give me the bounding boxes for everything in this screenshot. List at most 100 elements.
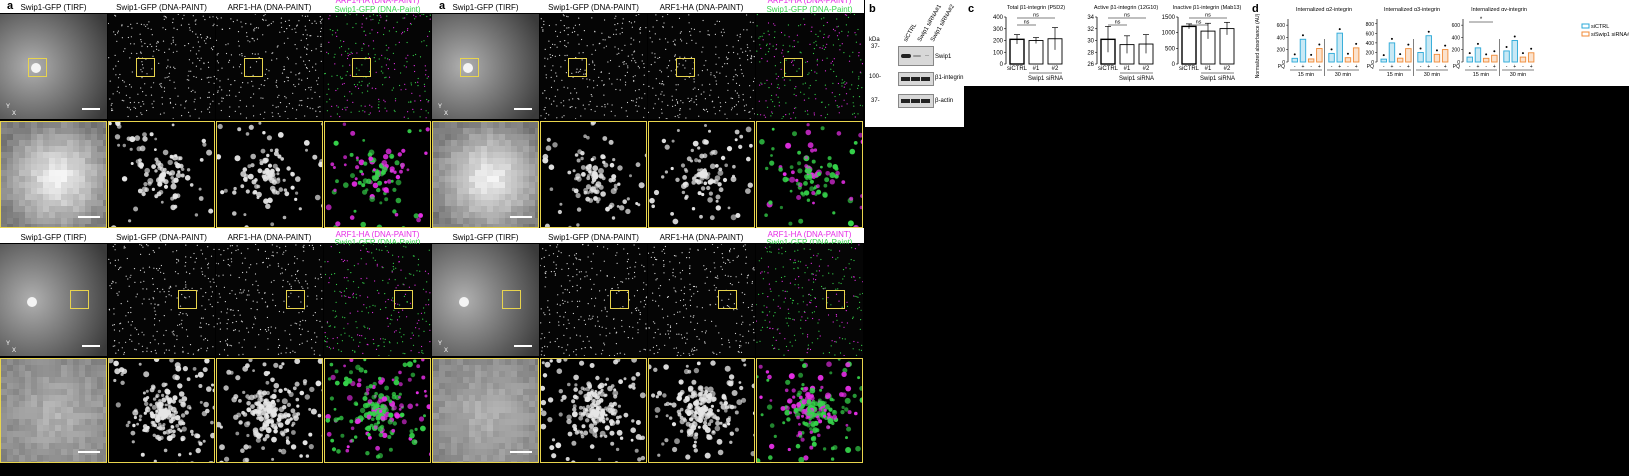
scale-bar <box>82 108 100 110</box>
time-label: 15 min <box>1298 72 1315 78</box>
bar <box>1405 48 1412 63</box>
merge-title-green: Swip1-GFP (DNA-Paint) <box>766 5 853 14</box>
merge-zoom-image <box>324 358 431 463</box>
y-tick-label: 30 <box>1087 39 1094 45</box>
channel-title: ARF1-HA (DNA-PAINT) <box>227 3 312 12</box>
tirf-zoom-image <box>432 358 539 463</box>
scale-bar <box>78 451 100 453</box>
paint-overview-image <box>108 14 215 119</box>
time-label: 15 min <box>1387 72 1404 78</box>
paint-overview-image <box>540 14 647 119</box>
x-tick-label: #1 <box>1124 66 1131 72</box>
paint-overview-image <box>648 14 755 119</box>
merge-title-magenta: ARF1-HA (DNA-PAINT) <box>335 230 420 239</box>
merge-title-green: Swip1-GFP (DNA-Paint) <box>334 5 421 14</box>
channel-title: ARF1-HA (DNA-PAINT) <box>659 233 744 242</box>
pq-sign: + <box>1338 64 1341 70</box>
y-tick-label: 200 <box>1452 48 1461 54</box>
data-point <box>1485 53 1488 56</box>
band <box>901 77 910 81</box>
chart-title: Internalized α3-integrin <box>1384 7 1440 13</box>
bar <box>1482 57 1490 63</box>
merge-zoom-image <box>324 121 431 228</box>
band <box>913 55 921 57</box>
bar <box>1511 40 1518 63</box>
ns-label: ns <box>1115 20 1121 26</box>
band <box>911 77 920 81</box>
axis-x-glyph: X <box>12 348 17 354</box>
paint-zoom-image <box>216 358 323 463</box>
pq-sign: - <box>1420 64 1422 70</box>
y-tick-label: 100 <box>993 50 1004 56</box>
scale-bar <box>78 216 100 218</box>
x-tick-label: #2 <box>1224 66 1231 72</box>
pq-sign: - <box>1331 64 1333 70</box>
y-tick-label: 1000 <box>1162 31 1176 37</box>
roi-box <box>568 58 587 77</box>
y-tick-label: 400 <box>1366 41 1375 47</box>
band <box>921 99 930 103</box>
legend-swatch <box>1581 31 1590 37</box>
pq-sign: + <box>1530 64 1533 70</box>
pq-sign: - <box>1399 64 1401 70</box>
title-strip <box>0 230 432 243</box>
time-label: 30 min <box>1510 72 1527 78</box>
y-tick-label: 0 <box>1282 60 1285 66</box>
blot-strip <box>898 46 934 66</box>
bar <box>1328 52 1335 63</box>
data-point <box>1505 45 1508 48</box>
chart-title: Total β1-integrin (P5D2) <box>1007 5 1065 11</box>
channel-title: Swip1-GFP (TIRF) <box>452 233 519 242</box>
chart-title: Internalized αv-integrin <box>1471 7 1527 13</box>
roi-box <box>244 58 263 77</box>
pq-sign: + <box>1301 64 1304 70</box>
bar <box>1380 58 1387 63</box>
roi-box <box>394 290 413 309</box>
legend-swatch <box>1581 23 1590 29</box>
pq-label: PQ <box>1453 64 1460 70</box>
axis-x-glyph: X <box>444 111 449 117</box>
y-tick-label: 400 <box>993 15 1004 21</box>
y-tick-label: 800 <box>1366 22 1375 28</box>
scale-bar <box>510 216 532 218</box>
paint-overview-image <box>540 244 647 356</box>
merge-overview-image <box>324 244 431 356</box>
y-tick-label: 600 <box>1452 23 1461 29</box>
group-label: Swip1 siRNA <box>1028 76 1063 82</box>
merge-title-green: Swip1-GFP (DNA-Paint) <box>334 238 421 247</box>
y-tick-label: 0 <box>1371 60 1374 66</box>
pq-sign: + <box>1355 64 1358 70</box>
ns-label: ns <box>1024 20 1030 26</box>
pq-sign: + <box>1476 64 1479 70</box>
bar <box>1396 57 1404 63</box>
marker-label: 37- <box>871 98 880 104</box>
data-point <box>1330 48 1333 51</box>
tirf-overview-image <box>432 244 539 356</box>
panel-c-charts: Total β1-integrin (P5D2)4003002001000siC… <box>993 5 1241 82</box>
blot-strip <box>898 94 934 108</box>
panel-d-charts: Normalized absorbance (AU) Internalized α… <box>1255 7 1629 78</box>
data-point <box>1419 47 1422 50</box>
x-tick-label: #1 <box>1033 66 1040 72</box>
paint-zoom-image <box>540 121 647 228</box>
axis-x-glyph: X <box>12 111 17 117</box>
panel-label-b: b <box>869 3 876 15</box>
data-point <box>1390 37 1393 40</box>
bar <box>1527 52 1535 63</box>
axis-y-glyph: Y <box>6 104 11 110</box>
data-point <box>1427 30 1430 33</box>
bar <box>1466 56 1473 63</box>
title-strip <box>432 0 864 13</box>
scale-bar <box>510 451 532 453</box>
chart-title: Active β1-integrin (12G10) <box>1094 5 1158 11</box>
ns-label: ns <box>1033 13 1039 19</box>
time-label: 30 min <box>1424 72 1441 78</box>
bar <box>1425 35 1432 63</box>
band <box>911 99 920 103</box>
band-name: β1-integrin <box>935 75 964 81</box>
y-tick-label: 400 <box>1277 35 1286 41</box>
band <box>921 77 930 81</box>
data-point <box>1493 50 1496 53</box>
marker-label: 100- <box>869 74 882 80</box>
roi-box <box>676 58 695 77</box>
